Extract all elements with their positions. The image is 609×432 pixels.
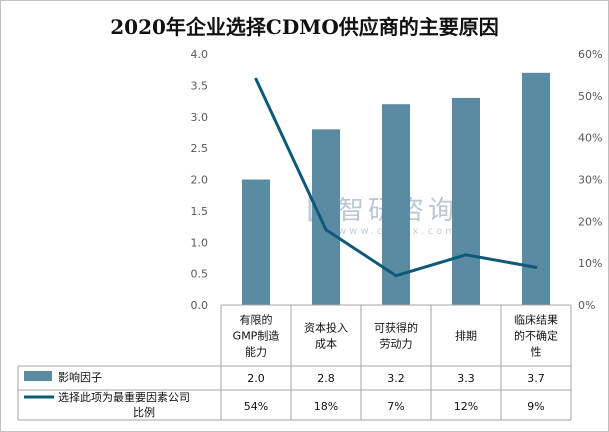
y-left-tick-label: 1.5 bbox=[191, 205, 209, 218]
line-point bbox=[324, 228, 328, 232]
bar bbox=[522, 72, 550, 305]
y-left-tick-label: 2.5 bbox=[191, 142, 209, 155]
y-right-tick-label: 0% bbox=[578, 299, 595, 312]
line-point bbox=[254, 77, 258, 81]
line-point bbox=[534, 265, 538, 269]
bar bbox=[312, 129, 340, 305]
y-left-tick-label: 2.0 bbox=[191, 174, 209, 187]
y-left-tick-label: 3.0 bbox=[191, 111, 209, 124]
y-left-tick-label: 4.0 bbox=[191, 48, 209, 61]
y-right-tick-label: 10% bbox=[578, 257, 602, 270]
legend-line-label: 比例 bbox=[133, 405, 155, 419]
table-cell-bar-value: 2.8 bbox=[317, 372, 335, 385]
table-cell-line-value: 18% bbox=[314, 400, 338, 413]
table-cell-bar-value: 3.3 bbox=[457, 372, 475, 385]
line-point bbox=[394, 274, 398, 278]
y-right-tick-label: 60% bbox=[578, 48, 602, 61]
table-cell-line-value: 9% bbox=[527, 400, 544, 413]
legend-bar-label: 影响因子 bbox=[58, 371, 102, 384]
bar bbox=[452, 97, 480, 305]
y-right-tick-label: 40% bbox=[578, 132, 602, 145]
table-cell-line-value: 12% bbox=[454, 400, 478, 413]
category-label: 排期 bbox=[455, 329, 477, 343]
y-left-tick-label: 1.0 bbox=[191, 236, 209, 249]
category-label: 资本投入 bbox=[304, 321, 348, 335]
y-left-tick-label: 3.5 bbox=[191, 79, 209, 92]
table-cell-bar-value: 3.2 bbox=[387, 372, 405, 385]
category-label: 成本 bbox=[315, 337, 337, 351]
y-left-tick-label: 0.5 bbox=[191, 268, 209, 281]
y-right-tick-label: 30% bbox=[578, 174, 602, 187]
category-label: 临床结果 bbox=[514, 313, 558, 327]
legend-bar-swatch bbox=[24, 371, 52, 381]
table-cell-bar-value: 2.0 bbox=[247, 372, 265, 385]
category-label: GMP制造 bbox=[233, 329, 280, 343]
category-label: 劳动力 bbox=[380, 338, 413, 351]
table-cell-bar-value: 3.7 bbox=[527, 372, 545, 385]
table-cell-line-value: 54% bbox=[244, 400, 268, 413]
y-right-tick-label: 50% bbox=[578, 90, 602, 103]
category-label: 可获得的 bbox=[374, 321, 418, 335]
chart-title: 2020年企业选择CDMO供应商的主要原因 bbox=[110, 15, 499, 39]
table-cell-line-value: 7% bbox=[387, 400, 404, 413]
legend-line-label: 选择此项为最重要因素公司 bbox=[58, 390, 190, 404]
y-right-tick-label: 20% bbox=[578, 215, 602, 228]
category-label: 的不确定 bbox=[514, 329, 558, 343]
bar bbox=[242, 179, 270, 305]
y-left-tick-label: 0.0 bbox=[191, 299, 209, 312]
category-label: 能力 bbox=[245, 345, 267, 359]
line-point bbox=[464, 253, 468, 257]
category-label: 有限的 bbox=[240, 313, 273, 327]
category-label: 性 bbox=[531, 345, 542, 359]
